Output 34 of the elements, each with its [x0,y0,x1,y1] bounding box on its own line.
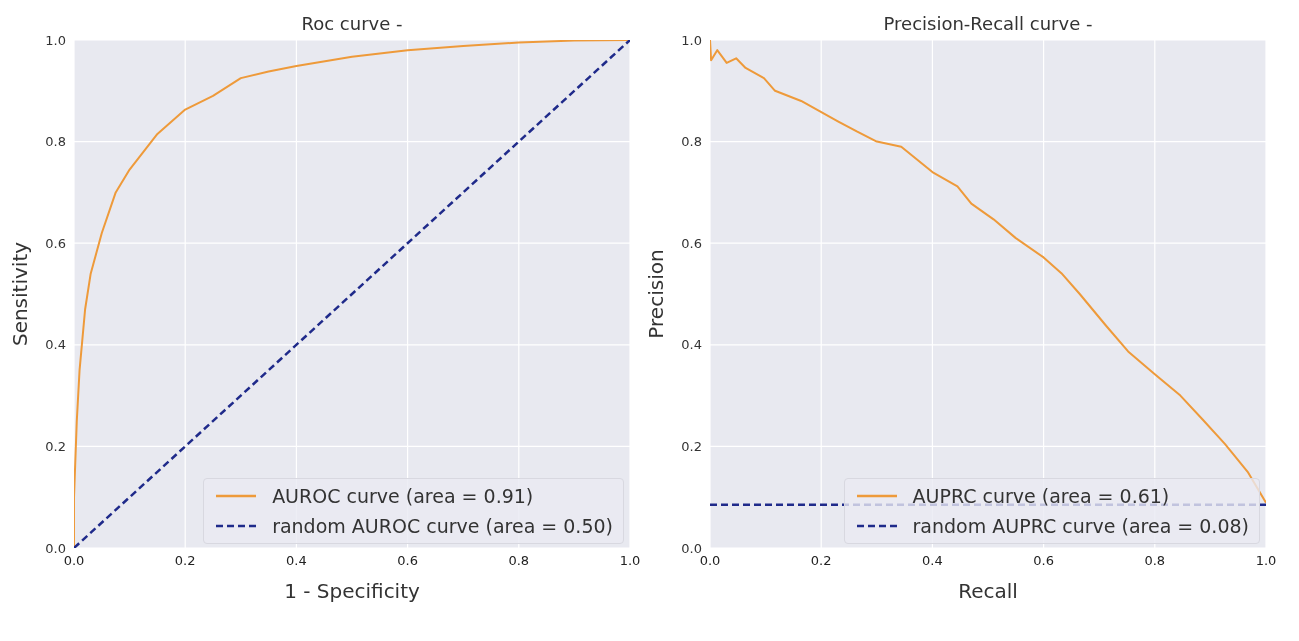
x-axis-title: 1 - Specificity [284,579,421,603]
legend-label: AUPRC curve (area = 0.61) [912,484,1170,509]
y-tick-label: 0.8 [681,134,702,150]
chart-title: Precision-Recall curve - [883,13,1093,34]
y-tick-label: 0.4 [45,337,66,353]
legend-label: AUROC curve (area = 0.91) [272,484,534,509]
y-axis-title: Precision [644,249,669,339]
x-tick-label: 0.6 [397,553,418,569]
y-tick-label: 1.0 [681,32,702,48]
x-tick-label: 0.4 [286,553,307,569]
x-tick-label: 0.6 [1033,553,1054,569]
chart-title: Roc curve - [301,13,403,34]
x-tick-label: 0.4 [922,553,943,569]
y-tick-label: 0.6 [45,235,66,251]
y-tick-label: 1.0 [45,32,66,48]
x-tick-label: 1.0 [619,553,641,569]
y-tick-label: 0.6 [681,235,702,251]
y-tick-label: 0.0 [681,540,702,556]
x-tick-label: 0.0 [699,553,721,569]
y-tick-label: 0.2 [681,439,702,455]
legend-label: random AUPRC curve (area = 0.08) [912,514,1249,539]
x-tick-label: 0.8 [508,553,530,569]
legend-label: random AUROC curve (area = 0.50) [272,514,613,539]
x-tick-label: 0.0 [63,553,85,569]
y-axis-title: Sensitivity [8,241,33,347]
y-tick-label: 0.8 [45,134,66,150]
x-axis-title: Recall [958,579,1018,603]
x-tick-label: 0.8 [1144,553,1166,569]
y-tick-label: 0.4 [681,337,702,353]
x-tick-label: 1.0 [1255,553,1277,569]
y-tick-label: 0.2 [45,439,66,455]
y-tick-label: 0.0 [45,540,66,556]
x-tick-label: 0.2 [810,553,832,569]
x-tick-label: 0.2 [174,553,196,569]
